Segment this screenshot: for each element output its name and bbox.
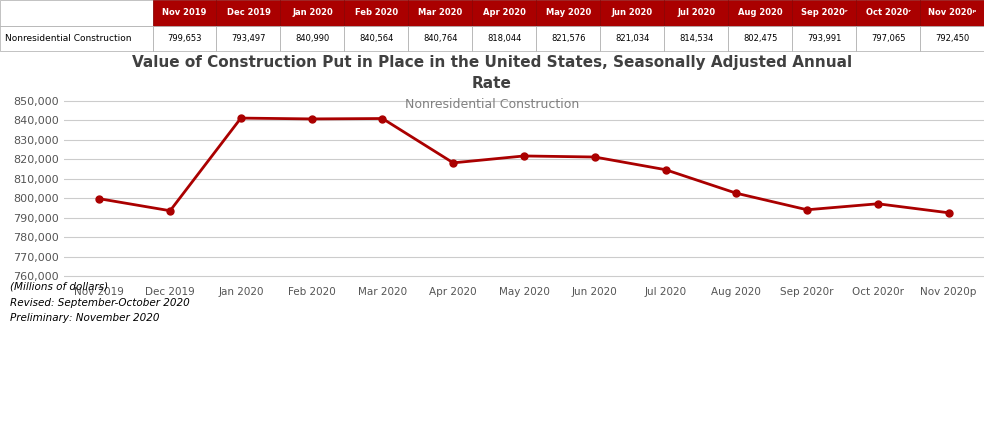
Text: May 2020: May 2020: [546, 8, 590, 17]
Text: Value of Construction Put in Place in the United States, Seasonally Adjusted Ann: Value of Construction Put in Place in th…: [132, 56, 852, 91]
Text: Dec 2019: Dec 2019: [226, 8, 271, 17]
Bar: [600, 26, 664, 51]
Text: 797,065: 797,065: [871, 34, 905, 43]
Text: 793,991: 793,991: [807, 34, 841, 43]
Bar: [536, 26, 600, 51]
Text: (Millions of dollars)
Revised: September-October 2020
Preliminary: November 2020: (Millions of dollars) Revised: September…: [10, 282, 190, 323]
Bar: [0, 0, 153, 26]
Bar: [280, 26, 344, 51]
Text: Mar 2020: Mar 2020: [418, 8, 462, 17]
Text: Nonresidential Construction: Nonresidential Construction: [5, 34, 132, 43]
Bar: [728, 26, 792, 51]
Text: 818,044: 818,044: [487, 34, 522, 43]
Text: 793,497: 793,497: [231, 34, 266, 43]
Text: 840,564: 840,564: [359, 34, 394, 43]
Bar: [600, 0, 664, 26]
Bar: [216, 26, 280, 51]
Text: Apr 2020: Apr 2020: [483, 8, 525, 17]
Bar: [792, 0, 856, 26]
Text: Oct 2020ʳ: Oct 2020ʳ: [866, 8, 910, 17]
Text: Aug 2020: Aug 2020: [738, 8, 782, 17]
Text: Feb 2020: Feb 2020: [355, 8, 398, 17]
Bar: [792, 26, 856, 51]
Text: Jan 2020: Jan 2020: [292, 8, 333, 17]
Text: 840,990: 840,990: [295, 34, 330, 43]
Bar: [664, 26, 728, 51]
Bar: [280, 0, 344, 26]
Text: 799,653: 799,653: [167, 34, 202, 43]
Bar: [856, 0, 920, 26]
Bar: [344, 26, 408, 51]
Text: Nov 2019: Nov 2019: [162, 8, 207, 17]
Text: 821,034: 821,034: [615, 34, 649, 43]
Bar: [856, 26, 920, 51]
Text: Nov 2020ᵖ: Nov 2020ᵖ: [928, 8, 976, 17]
Bar: [344, 0, 408, 26]
Bar: [0, 26, 153, 51]
Bar: [920, 26, 984, 51]
Text: 802,475: 802,475: [743, 34, 777, 43]
Bar: [536, 0, 600, 26]
Text: 792,450: 792,450: [935, 34, 969, 43]
Bar: [920, 0, 984, 26]
Bar: [472, 26, 536, 51]
Bar: [153, 26, 216, 51]
Bar: [728, 0, 792, 26]
Bar: [664, 0, 728, 26]
Bar: [216, 0, 280, 26]
Text: Jun 2020: Jun 2020: [612, 8, 652, 17]
Bar: [153, 0, 216, 26]
Text: 821,576: 821,576: [551, 34, 585, 43]
Bar: [408, 26, 472, 51]
Bar: [408, 0, 472, 26]
Text: Jul 2020: Jul 2020: [677, 8, 715, 17]
Text: 814,534: 814,534: [679, 34, 713, 43]
Text: Nonresidential Construction: Nonresidential Construction: [404, 98, 580, 111]
Bar: [472, 0, 536, 26]
Text: 840,764: 840,764: [423, 34, 458, 43]
Text: Sep 2020ʳ: Sep 2020ʳ: [801, 8, 847, 17]
